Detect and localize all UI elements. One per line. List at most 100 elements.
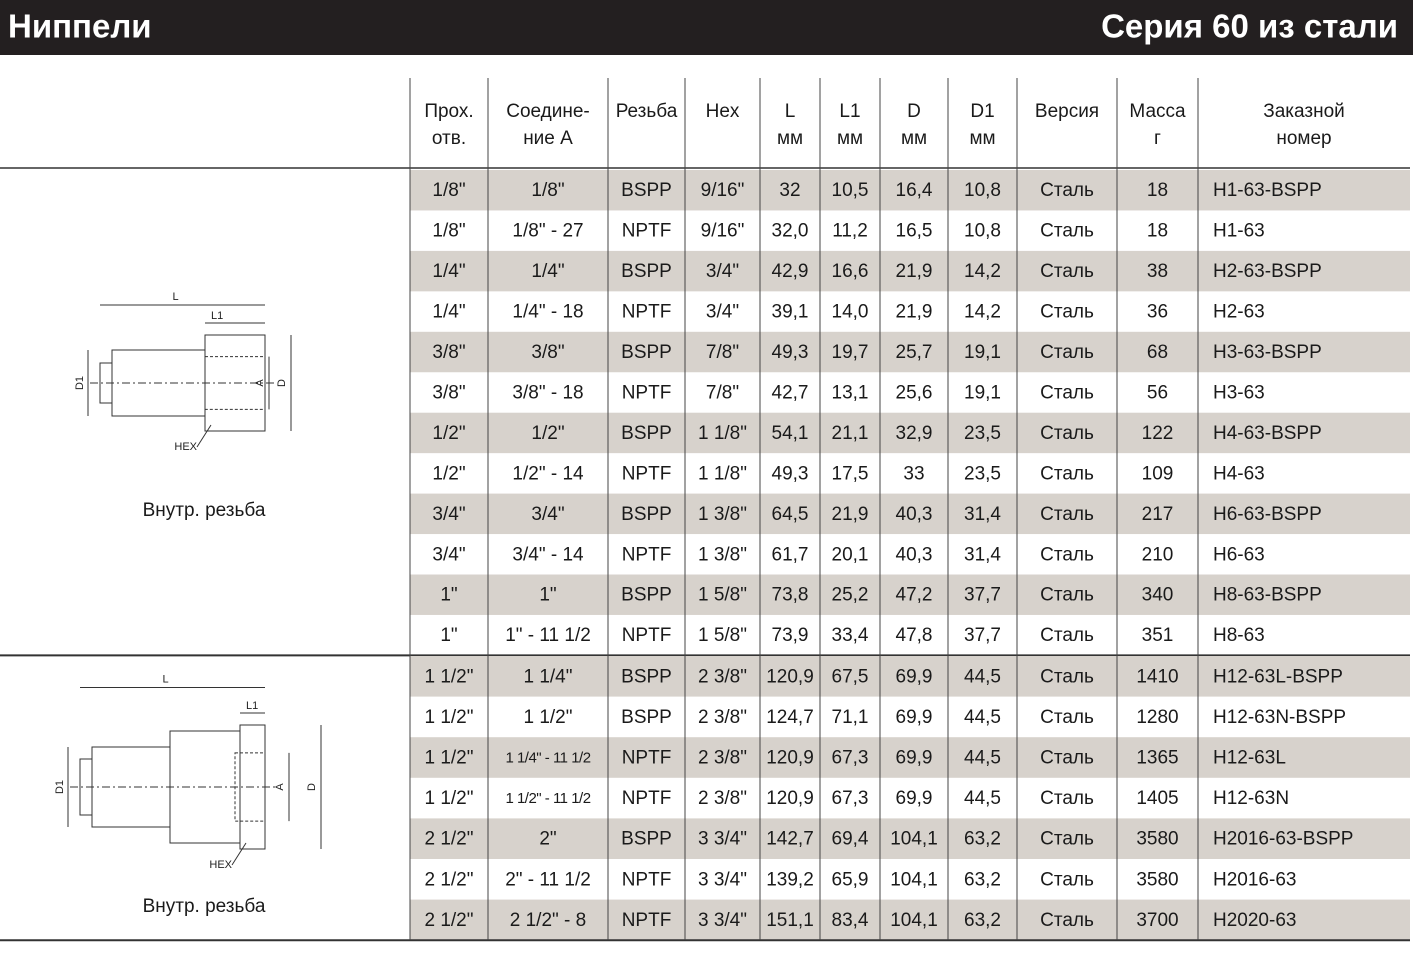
table-cell: 3 3/4"	[698, 910, 747, 931]
table-cell: 1"	[440, 585, 457, 606]
table-cell: 23,5	[964, 423, 1001, 444]
table-cell: 210	[1142, 544, 1174, 565]
table-cell: 44,5	[964, 666, 1001, 687]
table-cell: 31,4	[964, 504, 1001, 525]
diagram-label: A	[254, 379, 266, 387]
table-cell: 69,9	[896, 748, 933, 769]
table-cell: 3580	[1136, 869, 1178, 890]
table-cell: 63,2	[964, 869, 1001, 890]
table-cell: Сталь	[1040, 221, 1094, 242]
table-cell: 1280	[1136, 707, 1178, 728]
table-cell: 40,3	[896, 544, 933, 565]
table-cell: 83,4	[832, 910, 869, 931]
table-cell: BSPP	[621, 829, 672, 850]
diagram-label: D	[306, 783, 318, 791]
diagram-thread	[204, 356, 266, 410]
table-cell: Сталь	[1040, 544, 1094, 565]
table-cell: 32,0	[772, 221, 809, 242]
column-header: L1	[839, 101, 860, 122]
table-cell: 1 5/8"	[698, 585, 747, 606]
table-cell: NPTF	[622, 221, 672, 242]
table-cell: 3580	[1136, 829, 1178, 850]
table-cell: BSPP	[621, 666, 672, 687]
table-cell: NPTF	[622, 382, 672, 403]
table-cell: H2016-63-BSPP	[1213, 829, 1353, 850]
table-cell: H2-63	[1213, 302, 1265, 323]
table-cell: 1/4"	[432, 302, 465, 323]
table-cell: 1"	[539, 585, 556, 606]
table-cell: 1 1/4" - 11 1/2	[505, 749, 590, 766]
table-cell: H8-63-BSPP	[1213, 585, 1322, 606]
table-cell: 47,8	[896, 625, 933, 646]
table-cell: 10,8	[964, 221, 1001, 242]
table-cell: 1 1/8"	[698, 423, 747, 444]
table-cell: H1-63	[1213, 221, 1265, 242]
table-cell: Сталь	[1040, 504, 1094, 525]
table-cell: 11,2	[832, 221, 868, 242]
row-shade	[410, 656, 1410, 697]
table-cell: 16,5	[896, 221, 933, 242]
table-cell: 3/4" - 14	[512, 544, 584, 565]
table-cell: 7/8"	[706, 382, 739, 403]
table-cell: H12-63N-BSPP	[1213, 707, 1346, 728]
column-header: D1	[970, 101, 994, 122]
table-cell: 20,1	[832, 544, 869, 565]
table-cell: 9/16"	[701, 221, 745, 242]
table-cell: 1 3/8"	[698, 544, 747, 565]
table-cell: NPTF	[622, 869, 672, 890]
diagram-caption: Внутр. резьба	[143, 896, 266, 917]
table-cell: 16,4	[896, 180, 933, 201]
table-cell: 49,3	[772, 342, 809, 363]
table-cell: 19,1	[964, 382, 1001, 403]
column-header: Соедине-	[506, 101, 590, 122]
table-cell: 1/8" - 27	[512, 221, 583, 242]
table-cell: 1405	[1136, 788, 1178, 809]
column-header: г	[1154, 128, 1161, 149]
column-header: Версия	[1035, 101, 1099, 122]
table-cell: Сталь	[1040, 342, 1094, 363]
table-cell: 1410	[1136, 666, 1178, 687]
fitting-diagram: L L1 D1 A D HEX	[74, 291, 292, 453]
table-cell: 16,6	[832, 261, 869, 282]
table-cell: 1/2"	[432, 423, 465, 444]
row-shade	[410, 737, 1410, 778]
column-header: D	[907, 101, 921, 122]
table-cell: 1 1/2"	[424, 666, 473, 687]
table-cell: 23,5	[964, 463, 1001, 484]
row-shade	[410, 170, 1410, 211]
table-cell: 120,9	[766, 666, 814, 687]
table-cell: 65,9	[832, 869, 869, 890]
table-cell: 13,1	[832, 382, 869, 403]
table-cell: 18	[1147, 180, 1168, 201]
table-cell: NPTF	[622, 910, 672, 931]
table-cell: 122	[1142, 423, 1174, 444]
table-cell: 32	[779, 180, 800, 201]
table-cell: 120,9	[766, 788, 814, 809]
diagram-label: L	[163, 673, 169, 685]
diagram-caption: Внутр. резьба	[143, 500, 266, 521]
table-cell: 68	[1147, 342, 1168, 363]
table-cell: 21,9	[896, 261, 933, 282]
table-cell: 1/2"	[531, 423, 564, 444]
column-header: отв.	[432, 128, 466, 149]
diagram-label: HEX	[209, 859, 232, 871]
table-cell: 1/8"	[432, 180, 465, 201]
table-cell: Сталь	[1040, 748, 1094, 769]
table-cell: 33,4	[832, 625, 869, 646]
page-title: Ниппели	[8, 8, 152, 45]
column-header: мм	[837, 128, 863, 149]
table-cell: Сталь	[1040, 707, 1094, 728]
table-cell: 3 3/4"	[698, 869, 747, 890]
table-cell: 69,4	[832, 829, 869, 850]
header-bar	[0, 0, 1413, 55]
table-cell: NPTF	[622, 544, 672, 565]
table-cell: 3/4"	[432, 504, 465, 525]
table-cell: 1365	[1136, 748, 1178, 769]
table-cell: 1/4" - 18	[512, 302, 583, 323]
table-cell: 61,7	[772, 544, 809, 565]
column-header: Резьба	[616, 101, 678, 122]
table-cell: 1 1/8"	[698, 463, 747, 484]
table-cell: Сталь	[1040, 261, 1094, 282]
table-cell: NPTF	[622, 463, 672, 484]
table-cell: 10,5	[832, 180, 869, 201]
